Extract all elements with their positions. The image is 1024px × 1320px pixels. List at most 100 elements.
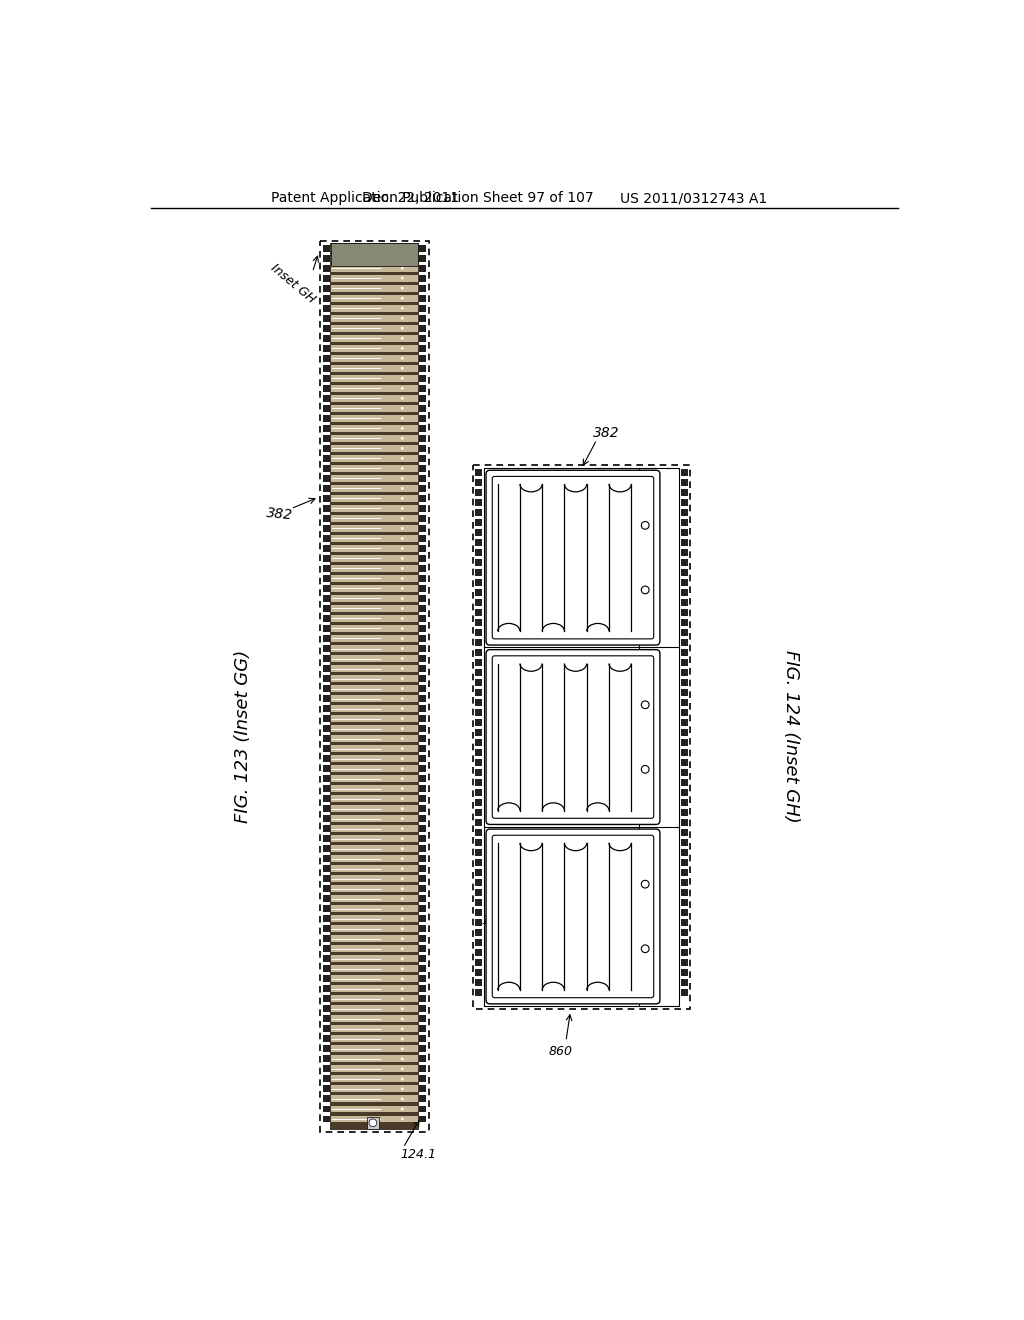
Bar xyxy=(420,975,426,982)
Circle shape xyxy=(401,297,403,300)
Bar xyxy=(331,294,418,302)
Text: 382: 382 xyxy=(266,506,294,523)
Circle shape xyxy=(401,638,403,640)
Bar xyxy=(323,345,330,351)
Circle shape xyxy=(401,898,403,900)
Bar xyxy=(323,855,330,862)
Circle shape xyxy=(401,467,403,470)
Circle shape xyxy=(401,948,403,950)
Circle shape xyxy=(401,747,403,750)
Bar xyxy=(420,866,426,873)
Bar xyxy=(330,243,420,1130)
Bar xyxy=(331,1096,418,1102)
Text: 156: 156 xyxy=(482,913,506,927)
Bar xyxy=(681,678,687,686)
Bar xyxy=(323,605,330,612)
Bar xyxy=(475,649,482,656)
Bar xyxy=(331,285,418,292)
Circle shape xyxy=(401,1088,403,1090)
Bar xyxy=(681,599,687,606)
Bar xyxy=(475,809,482,816)
Circle shape xyxy=(401,867,403,870)
Bar xyxy=(420,605,426,612)
Bar xyxy=(331,705,418,711)
Bar xyxy=(420,345,426,351)
Bar xyxy=(331,595,418,602)
Bar xyxy=(323,696,330,702)
Circle shape xyxy=(401,1118,403,1121)
Bar xyxy=(475,669,482,676)
Bar xyxy=(420,335,426,342)
Bar xyxy=(475,859,482,866)
Bar xyxy=(331,675,418,682)
FancyBboxPatch shape xyxy=(493,656,653,818)
Bar xyxy=(420,715,426,722)
Bar xyxy=(420,285,426,292)
Bar xyxy=(420,645,426,652)
Bar xyxy=(323,445,330,451)
Bar xyxy=(681,619,687,626)
Bar xyxy=(681,748,687,756)
Bar xyxy=(420,375,426,381)
Bar xyxy=(681,979,687,986)
Bar xyxy=(331,886,418,892)
Circle shape xyxy=(401,708,403,710)
Bar xyxy=(323,626,330,632)
Bar xyxy=(420,985,426,993)
Bar xyxy=(323,895,330,903)
Text: FIG. 124 (Inset GH): FIG. 124 (Inset GH) xyxy=(782,649,801,822)
Bar xyxy=(475,549,482,556)
Bar xyxy=(323,576,330,582)
Bar xyxy=(420,305,426,312)
Bar xyxy=(331,445,418,451)
Bar xyxy=(681,689,687,696)
Circle shape xyxy=(401,397,403,400)
Bar xyxy=(420,735,426,742)
Bar xyxy=(420,1045,426,1052)
Circle shape xyxy=(401,928,403,929)
Bar xyxy=(420,585,426,591)
Circle shape xyxy=(401,677,403,680)
Circle shape xyxy=(401,1038,403,1040)
Bar xyxy=(323,1065,330,1072)
Bar xyxy=(323,635,330,642)
Bar xyxy=(420,685,426,692)
Bar xyxy=(331,495,418,502)
Bar xyxy=(323,1056,330,1063)
Bar xyxy=(681,569,687,576)
Bar xyxy=(475,879,482,886)
Bar xyxy=(323,475,330,482)
Bar xyxy=(475,890,482,896)
Bar xyxy=(420,886,426,892)
Bar xyxy=(420,414,426,422)
Circle shape xyxy=(401,257,403,259)
Bar xyxy=(323,886,330,892)
Bar xyxy=(323,785,330,792)
Circle shape xyxy=(401,548,403,549)
Bar xyxy=(681,859,687,866)
Bar xyxy=(331,335,418,342)
Circle shape xyxy=(401,978,403,979)
Bar xyxy=(323,535,330,541)
Bar xyxy=(331,866,418,873)
Circle shape xyxy=(401,847,403,850)
Bar xyxy=(420,956,426,962)
Bar xyxy=(331,506,418,512)
Bar xyxy=(681,759,687,766)
Bar xyxy=(475,799,482,807)
Circle shape xyxy=(401,1098,403,1100)
Bar xyxy=(323,465,330,471)
Bar xyxy=(475,989,482,997)
Bar xyxy=(420,696,426,702)
Bar xyxy=(681,770,687,776)
Circle shape xyxy=(401,767,403,770)
Bar xyxy=(681,589,687,595)
Circle shape xyxy=(401,878,403,880)
Text: Patent Application Publication: Patent Application Publication xyxy=(271,191,479,206)
Text: US 2011/0312743 A1: US 2011/0312743 A1 xyxy=(621,191,767,206)
Bar xyxy=(475,779,482,785)
Bar xyxy=(331,956,418,962)
Bar xyxy=(323,725,330,733)
Bar xyxy=(331,945,418,952)
Bar xyxy=(420,294,426,302)
